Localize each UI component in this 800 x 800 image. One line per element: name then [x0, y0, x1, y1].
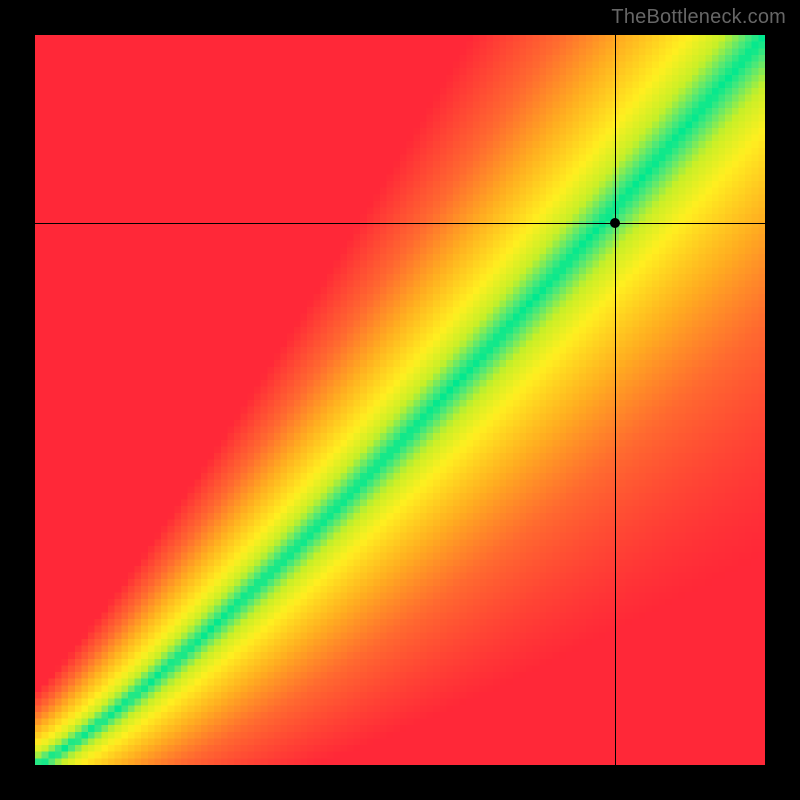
crosshair-horizontal: [35, 223, 765, 224]
chart-container: TheBottleneck.com: [0, 0, 800, 800]
watermark-text: TheBottleneck.com: [611, 6, 786, 29]
plot-area: [35, 35, 765, 765]
heatmap-canvas: [35, 35, 765, 765]
crosshair-vertical: [615, 35, 616, 765]
crosshair-marker: [610, 218, 620, 228]
